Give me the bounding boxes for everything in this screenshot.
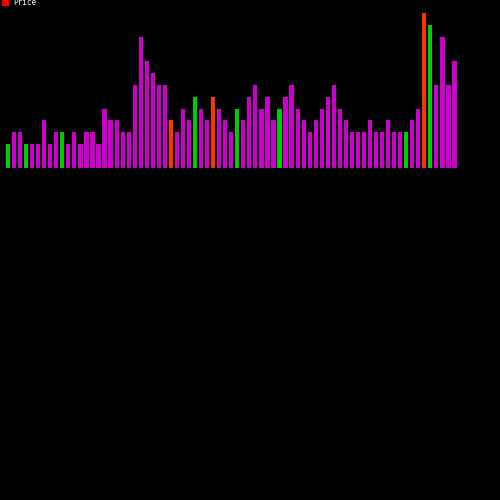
Bar: [386, 120, 390, 168]
Bar: [169, 120, 173, 168]
Bar: [356, 132, 360, 168]
Bar: [320, 108, 324, 168]
Bar: [223, 120, 228, 168]
Bar: [302, 120, 306, 168]
Bar: [308, 132, 312, 168]
Bar: [368, 120, 372, 168]
Bar: [290, 84, 294, 168]
Bar: [175, 132, 179, 168]
Bar: [102, 108, 106, 168]
Bar: [392, 132, 396, 168]
Bar: [96, 144, 100, 169]
Bar: [428, 24, 432, 169]
Bar: [338, 108, 342, 168]
Bar: [332, 84, 336, 168]
Bar: [78, 144, 82, 169]
Bar: [84, 132, 88, 168]
Bar: [284, 96, 288, 168]
Bar: [181, 108, 185, 168]
Bar: [6, 144, 10, 169]
Bar: [422, 13, 426, 168]
Bar: [452, 60, 456, 168]
Bar: [108, 120, 112, 168]
Bar: [12, 132, 16, 168]
Bar: [416, 108, 420, 168]
Bar: [446, 84, 450, 168]
Bar: [54, 132, 58, 168]
Bar: [163, 84, 167, 168]
Bar: [150, 72, 155, 168]
Bar: [278, 108, 281, 168]
Bar: [296, 108, 300, 168]
Bar: [326, 96, 330, 168]
Bar: [380, 132, 384, 168]
Bar: [229, 132, 234, 168]
Bar: [18, 132, 22, 168]
Bar: [398, 132, 402, 168]
Bar: [42, 120, 46, 168]
Bar: [404, 132, 408, 168]
Bar: [217, 108, 222, 168]
Bar: [48, 144, 52, 169]
Bar: [254, 84, 258, 168]
Bar: [138, 36, 143, 168]
Bar: [90, 132, 94, 168]
Bar: [126, 132, 131, 168]
Bar: [187, 120, 191, 168]
Bar: [374, 132, 378, 168]
Bar: [66, 144, 70, 169]
Bar: [156, 84, 161, 168]
Bar: [241, 120, 246, 168]
Bar: [205, 120, 209, 168]
Bar: [440, 36, 444, 168]
Bar: [114, 120, 118, 168]
Bar: [36, 144, 40, 169]
Bar: [72, 132, 76, 168]
Bar: [362, 132, 366, 168]
Bar: [247, 96, 252, 168]
Bar: [344, 120, 348, 168]
Bar: [120, 132, 125, 168]
Bar: [260, 108, 264, 168]
Bar: [235, 108, 240, 168]
Bar: [60, 132, 64, 168]
Bar: [266, 96, 270, 168]
Bar: [132, 84, 137, 168]
Bar: [144, 60, 149, 168]
Bar: [434, 84, 438, 168]
Bar: [272, 120, 276, 168]
Bar: [193, 96, 197, 168]
Bar: [24, 144, 28, 169]
Bar: [30, 144, 34, 169]
Bar: [350, 132, 354, 168]
Bar: [314, 120, 318, 168]
Bar: [211, 96, 216, 168]
Bar: [410, 120, 414, 168]
Text: Price: Price: [13, 0, 36, 8]
Bar: [199, 108, 203, 168]
